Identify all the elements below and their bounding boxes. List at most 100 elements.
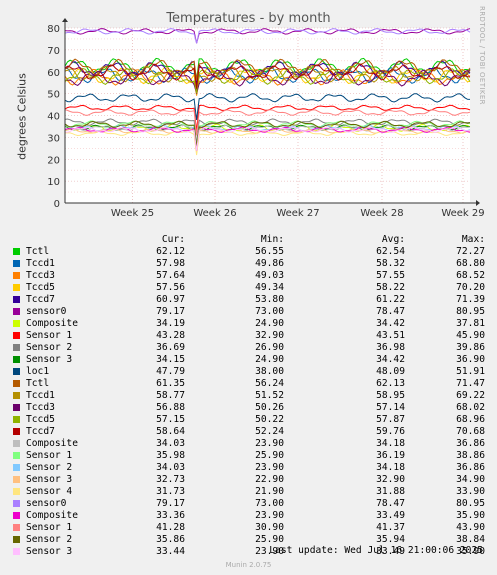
legend-row: sensor0 79.17 73.00 78.47 80.95 bbox=[12, 306, 492, 318]
legend-avg-value: 48.09 bbox=[376, 366, 405, 377]
legend-avg-value: 33.49 bbox=[376, 546, 405, 557]
legend-max-value: 70.20 bbox=[456, 282, 485, 293]
legend-cur-value: 43.28 bbox=[156, 330, 185, 341]
legend-avg-value: 57.87 bbox=[376, 414, 405, 425]
legend-cur-value: 41.28 bbox=[156, 522, 185, 533]
legend-min-value: 22.90 bbox=[255, 474, 284, 485]
legend-avg-value: 34.18 bbox=[376, 438, 405, 449]
legend-swatch bbox=[13, 296, 20, 303]
legend-row: Tccd3 56.88 50.26 57.14 68.02 bbox=[12, 402, 492, 414]
legend-avg-value: 34.42 bbox=[376, 318, 405, 329]
legend-min-value: 21.90 bbox=[255, 486, 284, 497]
legend-swatch bbox=[13, 344, 20, 351]
series-line bbox=[64, 67, 471, 96]
legend-avg-value: 78.47 bbox=[376, 306, 405, 317]
legend-cur-value: 62.12 bbox=[156, 246, 185, 257]
legend-series-name: Sensor 1 bbox=[26, 450, 73, 461]
legend-cur-value: 34.03 bbox=[156, 438, 185, 449]
legend-avg-value: 36.19 bbox=[376, 450, 405, 461]
legend-swatch bbox=[13, 536, 20, 543]
legend-min-value: 49.86 bbox=[255, 258, 284, 269]
legend-series-name: Sensor 2 bbox=[26, 534, 73, 545]
legend-max-value: 43.90 bbox=[456, 522, 485, 533]
legend-min-value: 73.00 bbox=[255, 498, 284, 509]
legend-min-value: 26.90 bbox=[255, 342, 284, 353]
legend-row: sensor0 79.17 73.00 78.47 80.95 bbox=[12, 498, 492, 510]
legend-row: Sensor 4 31.73 21.90 31.88 33.90 bbox=[12, 486, 492, 498]
legend-series-name: Tctl bbox=[26, 378, 50, 389]
legend-min-value: 50.22 bbox=[255, 414, 284, 425]
legend-row: Tccd7 60.97 53.80 61.22 71.39 bbox=[12, 294, 492, 306]
legend-max-value: 80.95 bbox=[456, 498, 485, 509]
legend-series-name: Sensor 2 bbox=[26, 462, 73, 473]
legend-row: Tccd1 58.77 51.52 58.95 69.22 bbox=[12, 390, 492, 402]
legend-avg-value: 62.54 bbox=[376, 246, 405, 257]
legend-swatch bbox=[13, 380, 20, 387]
legend-series-name: sensor0 bbox=[26, 498, 67, 509]
legend-swatch bbox=[13, 356, 20, 363]
legend-swatch bbox=[13, 284, 20, 291]
legend-series-name: Composite bbox=[26, 510, 78, 521]
legend-min-value: 25.90 bbox=[255, 534, 284, 545]
legend-max-value: 51.91 bbox=[456, 366, 485, 377]
legend-min-value: 23.90 bbox=[255, 462, 284, 473]
legend-cur-value: 32.73 bbox=[156, 474, 185, 485]
legend-series-name: Tccd1 bbox=[26, 390, 55, 401]
legend-min-value: 50.26 bbox=[255, 402, 284, 413]
legend-avg-value: 43.51 bbox=[376, 330, 405, 341]
legend-avg-value: 78.47 bbox=[376, 498, 405, 509]
legend-cur-value: 35.98 bbox=[156, 450, 185, 461]
legend-min-value: 53.80 bbox=[255, 294, 284, 305]
legend-max-value: 37.81 bbox=[456, 318, 485, 329]
legend-min-value: 23.90 bbox=[255, 510, 284, 521]
legend-cur-value: 33.36 bbox=[156, 510, 185, 521]
y-tick-label: 80 bbox=[47, 24, 60, 35]
legend-avg-value: 36.98 bbox=[376, 342, 405, 353]
x-tick-label: Week 29 bbox=[441, 208, 484, 219]
legend-avg-value: 33.49 bbox=[376, 510, 405, 521]
y-axis-arrow bbox=[62, 18, 68, 22]
legend-row: Composite 34.19 24.90 34.42 37.81 bbox=[12, 318, 492, 330]
legend-min-value: 23.90 bbox=[255, 546, 284, 557]
legend-series-name: Tccd7 bbox=[26, 426, 55, 437]
legend-series-name: Sensor 4 bbox=[26, 486, 73, 497]
legend-series-name: Composite bbox=[26, 318, 78, 329]
legend-swatch bbox=[13, 500, 20, 507]
legend-max-value: 34.90 bbox=[456, 474, 485, 485]
legend-max-value: 38.84 bbox=[456, 534, 485, 545]
series-line bbox=[64, 67, 471, 94]
legend-row: Tctl 62.12 56.55 62.54 72.27 bbox=[12, 246, 492, 258]
legend-cur-value: 61.35 bbox=[156, 378, 185, 389]
series-line bbox=[64, 109, 471, 136]
legend-avg-value: 59.76 bbox=[376, 426, 405, 437]
legend-cur-value: 79.17 bbox=[156, 498, 185, 509]
legend-avg-value: 41.37 bbox=[376, 522, 405, 533]
legend-cur-value: 57.64 bbox=[156, 270, 185, 281]
legend-swatch bbox=[13, 416, 20, 423]
legend-cur-value: 58.64 bbox=[156, 426, 185, 437]
legend-cur-value: 36.69 bbox=[156, 342, 185, 353]
legend-series-name: Sensor 2 bbox=[26, 342, 73, 353]
series-line bbox=[64, 28, 471, 44]
legend-series-name: Sensor 1 bbox=[26, 522, 73, 533]
legend-swatch bbox=[13, 272, 20, 279]
x-axis-arrow bbox=[476, 200, 480, 206]
legend-min-value: 24.90 bbox=[255, 318, 284, 329]
series-line bbox=[64, 120, 471, 147]
series-line bbox=[64, 120, 471, 147]
legend-row: Sensor 1 43.28 32.90 43.51 45.90 bbox=[12, 330, 492, 342]
legend-swatch bbox=[13, 260, 20, 267]
legend-max-value: 36.86 bbox=[456, 438, 485, 449]
legend-cur-value: 33.44 bbox=[156, 546, 185, 557]
y-tick-label: 70 bbox=[47, 46, 60, 57]
legend-avg-value: 31.88 bbox=[376, 486, 405, 497]
y-tick-label: 10 bbox=[47, 177, 60, 188]
legend-max-value: 71.47 bbox=[456, 378, 485, 389]
legend-max-value: 45.90 bbox=[456, 330, 485, 341]
legend-row: Tccd5 57.15 50.22 57.87 68.96 bbox=[12, 414, 492, 426]
legend-max-value: 38.86 bbox=[456, 450, 485, 461]
legend-series-name: Tccd3 bbox=[26, 270, 55, 281]
legend-row: Tccd1 57.98 49.86 58.32 68.80 bbox=[12, 258, 492, 270]
legend-avg-value: 32.90 bbox=[376, 474, 405, 485]
legend-cur-value: 57.98 bbox=[156, 258, 185, 269]
